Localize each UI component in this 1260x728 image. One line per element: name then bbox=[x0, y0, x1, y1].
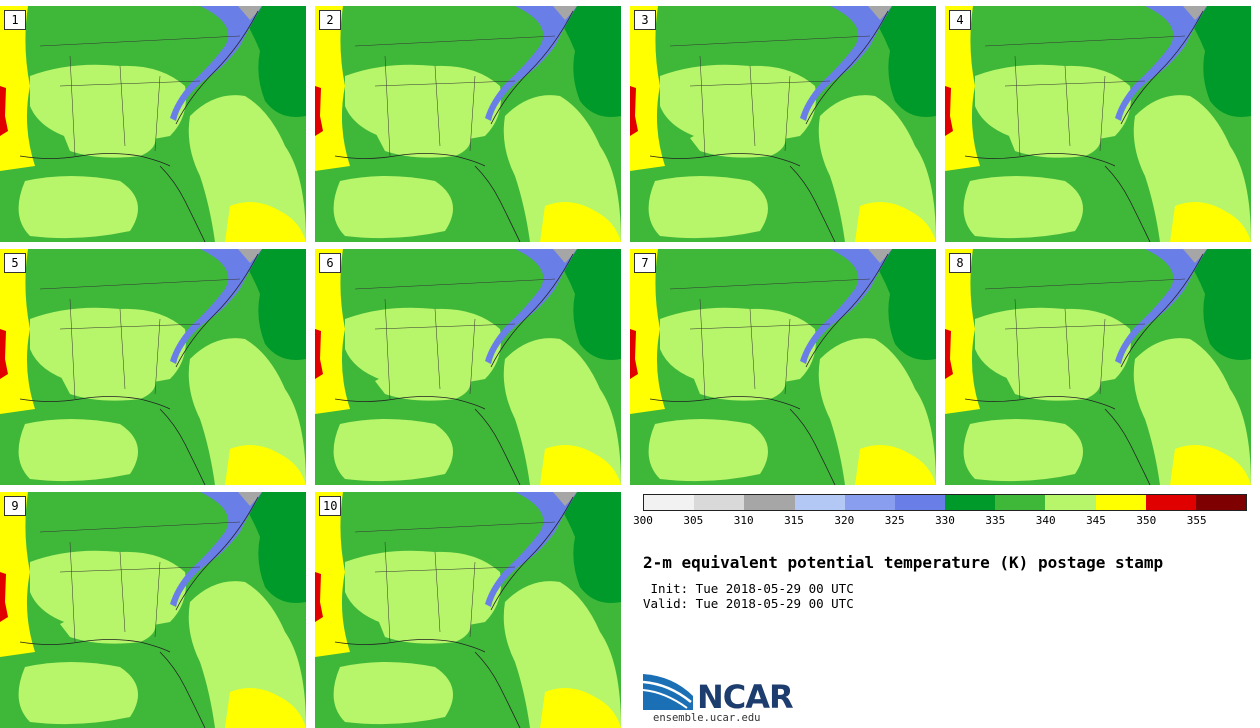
member-label: 8 bbox=[949, 253, 971, 273]
ncar-logo: NCAR ensemble.ucar.edu bbox=[643, 672, 823, 724]
ncar-swoosh-icon bbox=[643, 674, 693, 710]
colorbar-tick-label: 310 bbox=[733, 514, 754, 527]
colorbar-cell bbox=[644, 495, 695, 510]
plot-title: 2-m equivalent potential temperature (K)… bbox=[643, 553, 1164, 572]
member-panel: 6 bbox=[315, 249, 621, 485]
member-label: 6 bbox=[319, 253, 341, 273]
member-panel: 7 bbox=[630, 249, 936, 485]
colorbar-tick-label: 305 bbox=[683, 514, 704, 527]
member-panel: 1 bbox=[0, 6, 306, 242]
member-panel: 9 bbox=[0, 492, 306, 728]
colorbar-cell bbox=[794, 495, 845, 510]
colorbar-tick-label: 355 bbox=[1186, 514, 1207, 527]
member-label: 4 bbox=[949, 10, 971, 30]
colorbar-cell bbox=[694, 495, 745, 510]
member-label: 9 bbox=[4, 496, 26, 516]
colorbar-cell bbox=[1145, 495, 1196, 510]
member-map bbox=[315, 6, 621, 242]
member-label: 7 bbox=[634, 253, 656, 273]
member-panel: 4 bbox=[945, 6, 1251, 242]
colorbar-tick-label: 335 bbox=[985, 514, 1006, 527]
colorbar-cell bbox=[894, 495, 946, 510]
colorbar-cell bbox=[1195, 495, 1247, 510]
colorbar-tick-label: 350 bbox=[1136, 514, 1157, 527]
colorbar-cell bbox=[1095, 495, 1146, 510]
logo-url: ensemble.ucar.edu bbox=[653, 712, 761, 724]
colorbar-tick-label: 300 bbox=[633, 514, 653, 527]
colorbar-tick-label: 325 bbox=[884, 514, 905, 527]
colorbar-cell bbox=[744, 495, 795, 510]
colorbar-cell bbox=[995, 495, 1046, 510]
colorbar-tick-label: 340 bbox=[1035, 514, 1056, 527]
member-label: 3 bbox=[634, 10, 656, 30]
colorbar-ticks: 300 305 310 315 320 325 330 335 340 345 350 355 bbox=[633, 514, 1247, 530]
member-map bbox=[315, 492, 621, 728]
member-map bbox=[630, 249, 936, 485]
member-label: 5 bbox=[4, 253, 26, 273]
member-panel: 3 bbox=[630, 6, 936, 242]
colorbar-cell bbox=[844, 495, 895, 510]
colorbar bbox=[643, 494, 1247, 511]
member-panel: 2 bbox=[315, 6, 621, 242]
member-map bbox=[315, 249, 621, 485]
colorbar-tick-label: 345 bbox=[1086, 514, 1106, 527]
member-map bbox=[945, 249, 1251, 485]
valid-time: Valid: Tue 2018-05-29 00 UTC bbox=[643, 596, 854, 611]
member-map bbox=[630, 6, 936, 242]
colorbar-tick-label: 330 bbox=[935, 514, 955, 527]
member-panel: 8 bbox=[945, 249, 1251, 485]
colorbar-cell bbox=[945, 495, 996, 510]
member-panel: 10 bbox=[315, 492, 621, 728]
init-time: Init: Tue 2018-05-29 00 UTC bbox=[643, 581, 854, 596]
member-label: 2 bbox=[319, 10, 341, 30]
member-label: 1 bbox=[4, 10, 26, 30]
member-map bbox=[0, 249, 306, 485]
ncar-wordmark: NCAR bbox=[697, 678, 794, 716]
member-map bbox=[0, 6, 306, 242]
member-map bbox=[0, 492, 306, 728]
member-panel: 5 bbox=[0, 249, 306, 485]
member-map bbox=[945, 6, 1251, 242]
member-label: 10 bbox=[319, 496, 342, 516]
colorbar-tick-label: 320 bbox=[834, 514, 855, 527]
colorbar-cell bbox=[1045, 495, 1096, 510]
colorbar-tick-label: 315 bbox=[784, 514, 804, 527]
